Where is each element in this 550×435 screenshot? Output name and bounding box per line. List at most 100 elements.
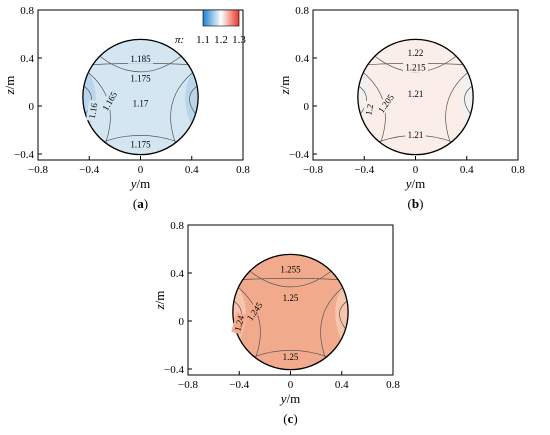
x-tick-label: −0.4 xyxy=(354,164,374,176)
contour-line xyxy=(170,72,193,143)
x-tick-label: 0.8 xyxy=(386,379,400,391)
contour-label-bg xyxy=(403,62,428,73)
contour-label-text: 1.175 xyxy=(130,73,151,83)
contour-label-bg xyxy=(278,263,303,274)
contour-label: 1.2 xyxy=(362,100,376,119)
x-tick-label: 0.8 xyxy=(511,164,525,176)
contour-line xyxy=(252,350,329,358)
contour-label-bg xyxy=(128,72,153,83)
y-tick-label: 0.4 xyxy=(170,268,184,280)
contour-label-text: 1.2 xyxy=(363,103,375,116)
contour-label-bg xyxy=(128,138,153,149)
contour-plot-b: 1.22 1.215 1.21 1.205 1.2 1.21 −0.8 −0.4 0 0.4 0.8… xyxy=(275,0,550,215)
x-tick-label: 0 xyxy=(138,164,144,176)
contour-label-bg xyxy=(85,99,100,122)
contour-label: 1.21 xyxy=(405,129,426,140)
contour-label-text: 1.25 xyxy=(283,293,299,303)
x-tick-label: 0.4 xyxy=(335,379,349,391)
legend-label: 1.1 xyxy=(196,34,210,46)
x-tick-label: 0 xyxy=(288,379,294,391)
contour-label: 1.255 xyxy=(278,263,303,274)
contour-label-text: 1.255 xyxy=(280,264,301,274)
contour-label-text: 1.16 xyxy=(87,102,100,120)
contour-label: 1.175 xyxy=(128,138,153,149)
panel-label: (c) xyxy=(283,411,297,426)
x-tick-label: −0.8 xyxy=(303,164,323,176)
y-tick-label: 0.8 xyxy=(295,5,309,17)
contour-line xyxy=(232,277,349,281)
contour-label-bg xyxy=(280,351,301,362)
contour-label: 1.25 xyxy=(280,351,301,362)
y-tick-label: −0.4 xyxy=(289,149,309,161)
contour-line xyxy=(320,287,343,358)
legend-symbol: π: xyxy=(175,34,184,46)
domain-circle xyxy=(82,38,199,156)
contour-label-text: 1.215 xyxy=(405,63,426,73)
x-axis-label: y/m xyxy=(129,176,151,191)
contour-label-bg xyxy=(98,87,120,115)
contour-label-text: 1.21 xyxy=(408,89,424,99)
contour-label-bg xyxy=(280,292,301,303)
contour-label-text: 1.24 xyxy=(232,314,246,332)
x-tick-label: −0.8 xyxy=(178,379,198,391)
legend-colorbar xyxy=(202,9,240,27)
contour-label-text: 1.25 xyxy=(283,352,299,362)
contour-label-text: 1.17 xyxy=(133,99,149,109)
contour-label-bg xyxy=(128,53,153,64)
contour-label-bg xyxy=(130,98,151,109)
contour-label: 1.21 xyxy=(405,88,426,99)
contour-label: 1.16 xyxy=(85,99,100,122)
x-tick-label: −0.8 xyxy=(28,164,48,176)
contour-label-text: 1.185 xyxy=(130,54,151,64)
y-axis-label: z/m xyxy=(152,291,167,311)
contour-line xyxy=(248,270,333,288)
domain-circle xyxy=(232,253,349,371)
contour-label: 1.185 xyxy=(128,53,153,64)
contour-label-text: 1.21 xyxy=(408,130,424,140)
contour-plot-a: 1.185 1.175 1.17 1.165 1.16 1.175 −0.8 −0.4 0 0.4… xyxy=(0,0,260,215)
y-tick-label: −0.4 xyxy=(164,364,184,376)
panel-label: (a) xyxy=(133,196,148,211)
contour-label-bg xyxy=(231,312,247,335)
x-tick-label: 0 xyxy=(413,164,419,176)
panel-label: (b) xyxy=(408,196,424,211)
contour-line xyxy=(98,55,183,73)
contour-label: 1.24 xyxy=(231,312,247,335)
y-tick-label: 0.8 xyxy=(20,5,34,17)
contour-label: 1.22 xyxy=(405,47,426,58)
x-tick-label: 0.4 xyxy=(460,164,474,176)
y-axis-label: z/m xyxy=(277,76,292,96)
contour-label-bg xyxy=(405,129,426,140)
y-tick-label: −0.4 xyxy=(14,149,34,161)
domain-circle xyxy=(357,38,474,156)
contour-label-text: 1.22 xyxy=(408,48,424,58)
contour-label: 1.215 xyxy=(403,62,428,73)
contour-label: 1.25 xyxy=(280,292,301,303)
x-tick-label: −0.4 xyxy=(229,379,249,391)
x-tick-label: −0.4 xyxy=(79,164,99,176)
contour-line xyxy=(102,135,179,143)
contour-line xyxy=(445,72,468,143)
contour-label: 1.17 xyxy=(130,98,151,109)
x-tick-label: 0.8 xyxy=(236,164,250,176)
x-axis-label: y/m xyxy=(404,176,426,191)
contour-label-bg xyxy=(405,88,426,99)
x-axis-label: y/m xyxy=(279,391,301,406)
legend-label: 1.3 xyxy=(232,34,246,46)
contour-label-bg xyxy=(374,90,397,117)
y-axis-label: z/m xyxy=(2,76,17,96)
y-tick-label: 0.8 xyxy=(170,220,184,232)
y-tick-label: 0 xyxy=(179,316,185,328)
y-tick-label: 0.4 xyxy=(295,53,309,65)
contour-line xyxy=(238,287,261,358)
contour-label-bg xyxy=(242,298,266,325)
y-tick-label: 0 xyxy=(304,101,310,113)
contour-plot-c: 1.255 1.25 1.245 1.24 1.25 −0.8 −0.4 0 0.4 0.8 −0.… xyxy=(150,215,410,430)
y-tick-label: 0.4 xyxy=(20,53,34,65)
legend-label: 1.2 xyxy=(214,34,228,46)
contour-label-bg xyxy=(405,47,426,58)
contour-label-bg xyxy=(362,100,376,119)
